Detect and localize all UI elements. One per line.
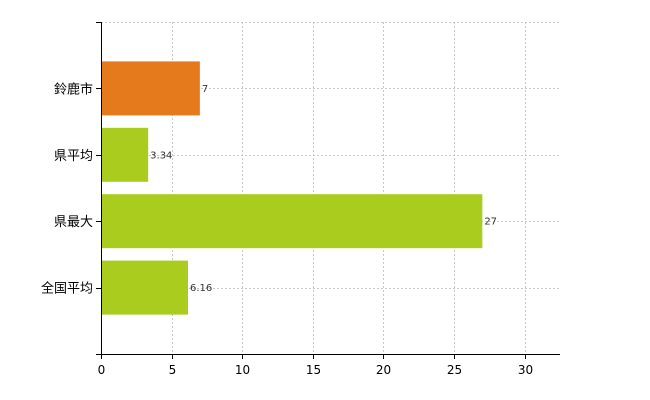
- bar: [101, 194, 483, 249]
- x-tick-label: 5: [169, 363, 177, 377]
- data-label: 6.16: [190, 283, 212, 294]
- x-tick-label: 20: [376, 363, 391, 377]
- x-tick-label: 10: [235, 363, 250, 377]
- data-label: 3.34: [150, 150, 172, 161]
- x-tick-label: 15: [306, 363, 321, 377]
- x-tick-label: 0: [98, 363, 106, 377]
- bar: [101, 127, 149, 182]
- x-tick-label: 30: [518, 363, 533, 377]
- category-label: 全国平均: [41, 281, 93, 297]
- x-tick-label: 25: [447, 363, 462, 377]
- category-label: 鈴鹿市: [54, 81, 93, 97]
- axis-layer: [96, 22, 560, 359]
- bar: [101, 260, 188, 315]
- category-label: 県平均: [54, 149, 93, 164]
- bar-layer: [101, 61, 483, 315]
- data-label: 27: [484, 217, 497, 228]
- bar: [101, 61, 200, 116]
- data-label: 7: [202, 84, 208, 95]
- category-label: 県最大: [54, 215, 93, 230]
